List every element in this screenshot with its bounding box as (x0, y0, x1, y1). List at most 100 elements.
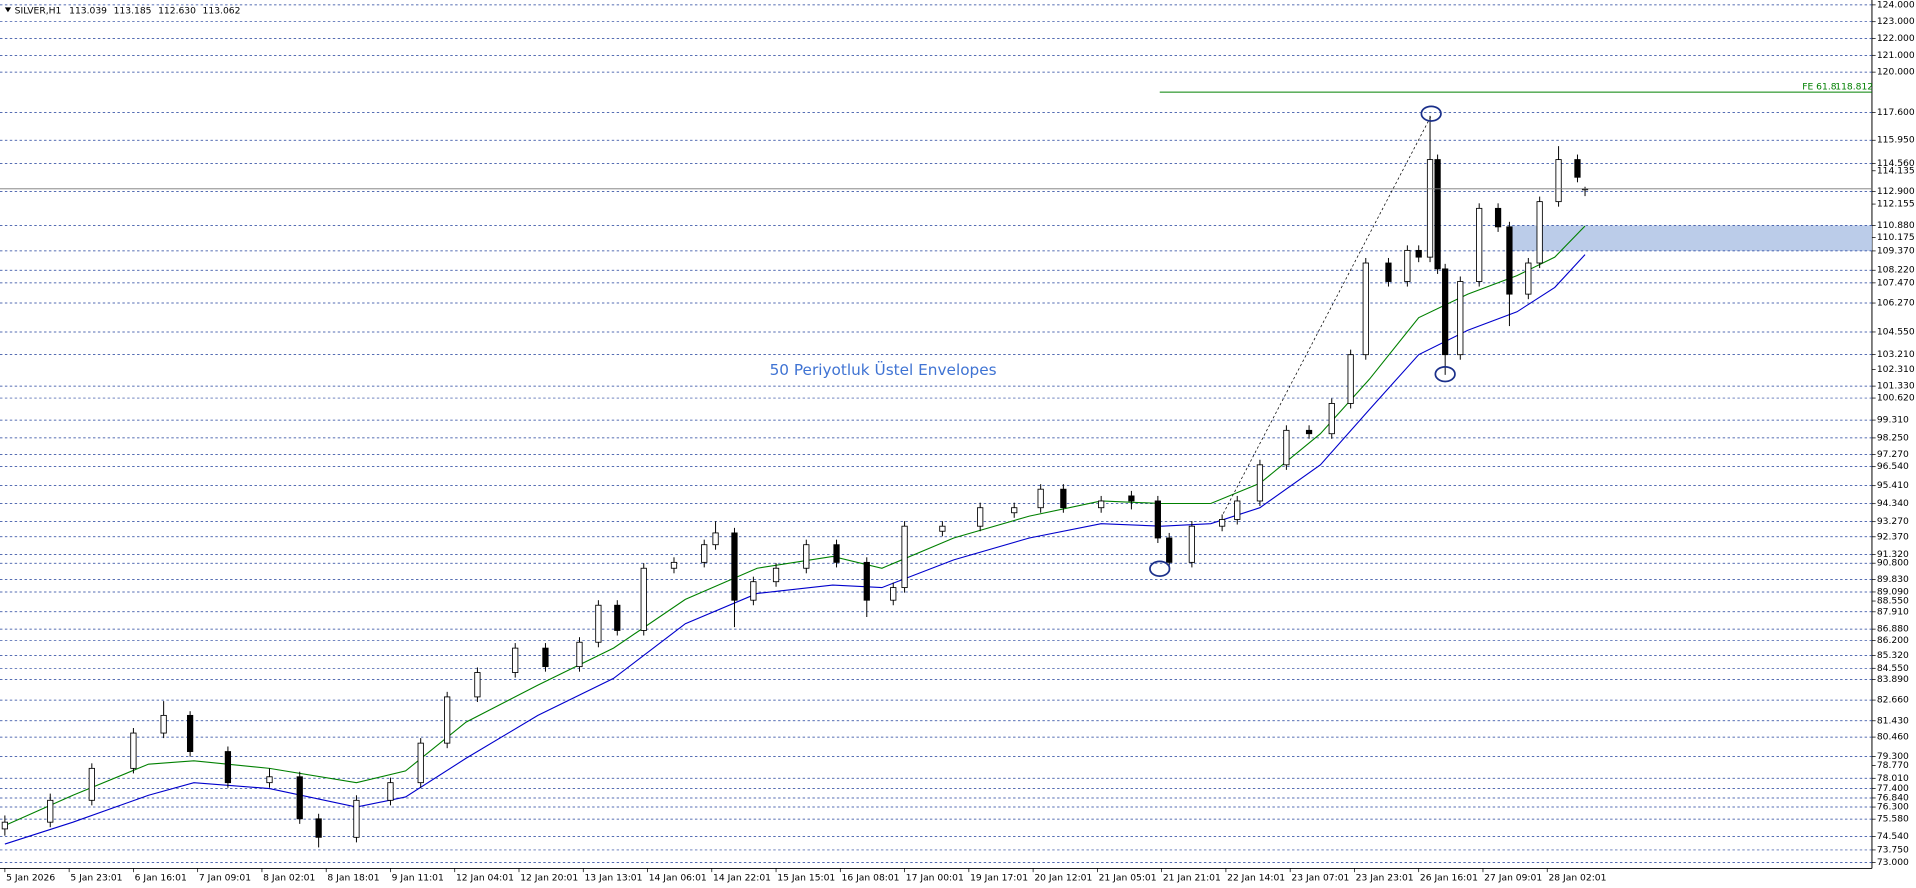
y-tick-label: 76.300 (1877, 802, 1909, 813)
candle-body (160, 714, 167, 734)
x-tick-label: 8 Jan 02:01 (263, 873, 315, 884)
candle-body (863, 561, 870, 601)
trendline (1222, 115, 1432, 514)
candle-body (474, 672, 481, 698)
candle-body (1404, 249, 1411, 282)
y-tick-label: 86.200 (1877, 635, 1909, 646)
candle-body (1457, 281, 1464, 356)
candle-body (1442, 268, 1449, 356)
candle-body (1494, 207, 1502, 228)
candle-body (1574, 159, 1581, 178)
envelope-line (4, 225, 1586, 827)
y-tick-label: 73.750 (1877, 844, 1909, 855)
x-tick-label: 27 Jan 09:01 (1484, 873, 1542, 884)
y-tick-label: 82.660 (1877, 695, 1909, 706)
x-tick-label: 7 Jan 09:01 (199, 873, 251, 884)
x-tick-label: 12 Jan 20:01 (520, 873, 578, 884)
x-tick-label: 21 Jan 21:01 (1163, 873, 1221, 884)
x-tick-label: 21 Jan 05:01 (1099, 873, 1157, 884)
candle-body (803, 544, 810, 569)
y-tick-label: 77.400 (1877, 783, 1909, 794)
x-tick-label: 22 Jan 14:01 (1227, 873, 1285, 884)
y-tick-label: 92.370 (1877, 531, 1909, 542)
y-tick-label: 75.580 (1877, 814, 1909, 825)
y-tick-label: 106.270 (1877, 298, 1915, 309)
y-tick-label: 91.320 (1877, 549, 1909, 560)
symbol: SILVER,H1 (15, 5, 62, 16)
ellipse-marker (1149, 560, 1171, 577)
x-tick-label: 5 Jan 2026 (6, 873, 55, 884)
y-tick-label: 89.830 (1877, 574, 1909, 585)
candle-body (890, 587, 897, 601)
y-tick-label: 78.010 (1877, 773, 1909, 784)
y-tick-label: 81.430 (1877, 715, 1909, 726)
x-tick-label: 15 Jan 15:01 (777, 873, 835, 884)
candle-body (833, 544, 840, 563)
y-tick-label: 78.770 (1877, 760, 1909, 771)
header: SILVER,H1 113.039 113.185 112.630 113.06… (4, 5, 241, 16)
y-tick-label: 95.410 (1877, 480, 1909, 491)
ellipse-marker (1420, 105, 1442, 122)
candle-body (640, 567, 647, 631)
candle-body (1128, 495, 1135, 502)
candle-body (1536, 201, 1543, 264)
candle-body (186, 714, 194, 752)
y-tick-label: 97.270 (1877, 449, 1909, 460)
y-tick-label: 100.620 (1877, 393, 1915, 404)
ohlc-label: 112.630 (158, 5, 196, 16)
candle-body (731, 532, 738, 601)
candle-body (47, 799, 54, 823)
y-tick-label: 123.000 (1877, 16, 1915, 27)
candle-body (1219, 519, 1226, 527)
candle-body (296, 776, 303, 820)
candle-body (576, 641, 583, 668)
y-tick-label: 83.890 (1877, 674, 1909, 685)
y-tick-label: 102.310 (1877, 364, 1915, 375)
candle-body (1434, 159, 1441, 270)
y-tick-label: 114.560 (1877, 158, 1915, 169)
candle-body (1256, 464, 1264, 502)
y-tick-label: 73.000 (1877, 857, 1909, 868)
x-tick-label: 28 Jan 02:01 (1548, 873, 1606, 884)
y-tick-label: 87.910 (1877, 606, 1909, 617)
y-tick-label: 103.210 (1877, 349, 1915, 360)
header-text: SILVER,H1 113.039 113.185 112.630 113.06… (15, 5, 241, 16)
y-tick-label: 96.540 (1877, 461, 1909, 472)
candle-body (512, 647, 519, 673)
candle-body (712, 532, 719, 546)
candle-body (1555, 159, 1562, 203)
x-tick-label: 5 Jan 23:01 (70, 873, 122, 884)
candle-body (939, 525, 946, 532)
candle-body (901, 525, 908, 589)
candle-body (266, 776, 273, 784)
candle-body (224, 751, 232, 784)
y-tick-label: 74.540 (1877, 831, 1909, 842)
y-tick-label: 104.550 (1877, 326, 1915, 337)
ohlc-label: 113.185 (114, 5, 152, 16)
x-tick-label: 14 Jan 22:01 (713, 873, 771, 884)
candle-body (88, 767, 95, 801)
candle-body (1525, 262, 1532, 295)
y-tick-label: 89.090 (1877, 586, 1909, 597)
x-tick-label: 8 Jan 18:01 (327, 873, 379, 884)
candle-body (1476, 207, 1483, 282)
y-tick-label: 117.600 (1877, 107, 1915, 118)
x-tick-label: 23 Jan 23:01 (1356, 873, 1414, 884)
x-tick-label: 9 Jan 11:01 (392, 873, 444, 884)
candle-body (701, 544, 708, 563)
y-tick-label: 94.340 (1877, 498, 1909, 509)
candle-body (1385, 262, 1392, 282)
candle-body (1188, 525, 1196, 563)
x-tick-label: 20 Jan 12:01 (1034, 873, 1092, 884)
y-tick-label: 90.800 (1877, 558, 1909, 569)
x-tick-label: 12 Jan 04:01 (456, 873, 514, 884)
y-tick-label: 112.155 (1877, 199, 1915, 210)
candle-body (1328, 403, 1335, 435)
candle-body (1098, 500, 1105, 509)
candle-body (353, 799, 360, 838)
ohlc-label: 113.062 (203, 5, 241, 16)
candle-body (614, 604, 621, 631)
